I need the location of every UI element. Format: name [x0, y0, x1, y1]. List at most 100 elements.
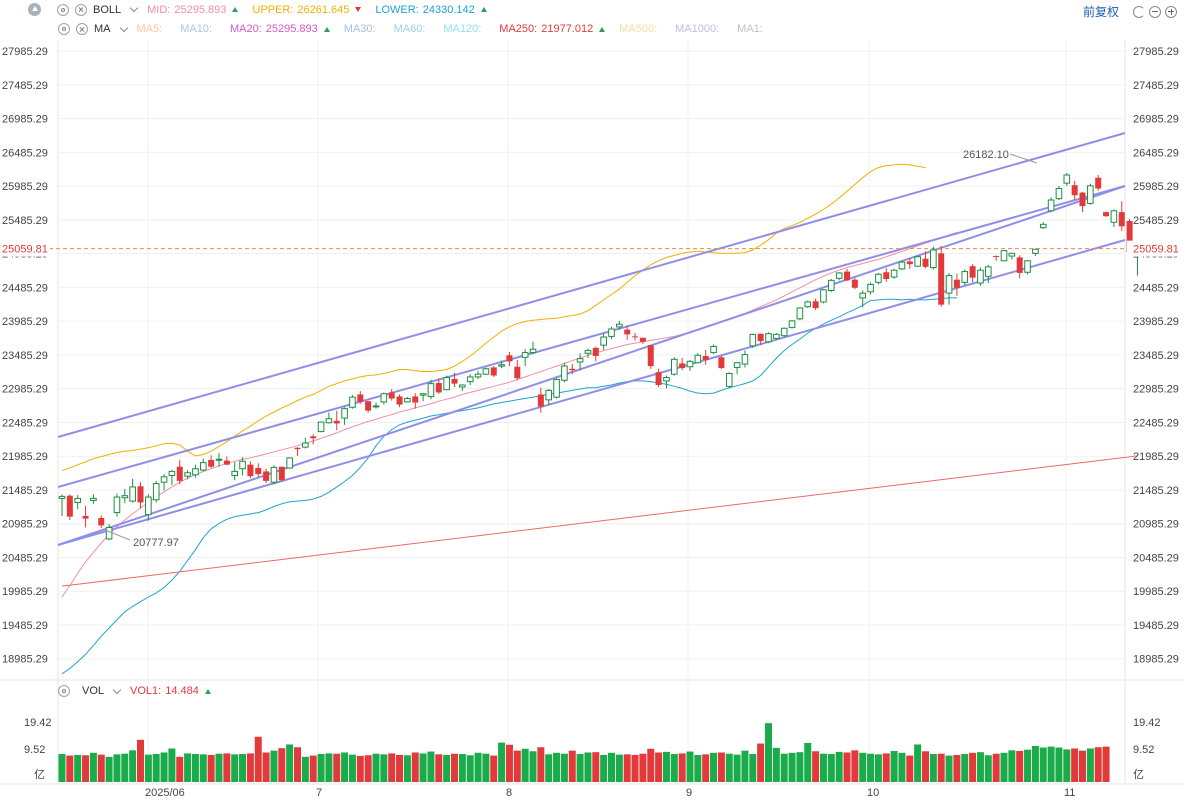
candle-body	[930, 249, 937, 269]
zoom-in-icon[interactable]	[1165, 5, 1177, 18]
volume-bar	[1039, 747, 1047, 782]
collapse-icon[interactable]	[28, 3, 41, 16]
settings-icon[interactable]	[58, 685, 70, 697]
candle-body	[710, 346, 717, 354]
candle-body	[278, 466, 285, 481]
candle-body	[820, 289, 827, 303]
volume-bar	[231, 754, 239, 782]
vol-indicator-bar: VOL VOL1: 14.484	[0, 681, 1185, 701]
close-icon[interactable]	[75, 3, 87, 16]
volume-bar	[474, 752, 482, 782]
price-tick-label: 19985.29	[2, 586, 48, 598]
volume-bar	[804, 742, 812, 782]
volume-bar	[608, 752, 615, 782]
volume-bar	[191, 754, 199, 782]
candle-body	[883, 272, 890, 279]
candle-body	[1016, 257, 1023, 273]
volume-bar	[380, 754, 388, 782]
adjust-mode-button[interactable]: 前复权	[1082, 5, 1119, 19]
candle-body	[1087, 185, 1094, 204]
zoom-out-icon[interactable]	[1149, 5, 1161, 18]
candle-body	[608, 328, 615, 337]
last-price-box	[0, 240, 50, 257]
volume-bar	[670, 754, 678, 782]
volume-bar	[568, 750, 576, 782]
ma-name[interactable]: MA	[94, 23, 111, 35]
volume-bar	[105, 756, 113, 782]
vol1-label: VOL1:	[130, 685, 162, 697]
volume-bar	[655, 752, 663, 782]
price-tick-label: 21985.29	[1133, 451, 1179, 463]
volume-bar	[553, 752, 561, 782]
chevron-down-icon[interactable]	[112, 685, 122, 694]
price-tick-label: 22485.29	[1133, 417, 1179, 429]
candle-body	[286, 457, 293, 469]
price-tick-label: 25985.29	[1133, 181, 1179, 193]
vol-name[interactable]: VOL	[82, 685, 105, 697]
price-tick-label: 20985.29	[1133, 519, 1179, 531]
candle-body	[129, 486, 136, 502]
volume-bar	[89, 752, 97, 782]
candle-body	[404, 397, 411, 403]
volume-bar	[113, 754, 121, 782]
volume-bar	[615, 754, 623, 782]
price-tick-label: 24485.29	[2, 282, 48, 294]
candle-body	[914, 256, 921, 267]
volume-bar	[451, 753, 458, 782]
price-tick-label: 26985.29	[1133, 114, 1179, 126]
volume-bar	[254, 736, 262, 782]
candle-body	[898, 261, 906, 270]
candle-body	[632, 336, 639, 338]
candle-body	[828, 279, 835, 291]
volume-bar	[686, 751, 694, 782]
candle-body	[1118, 212, 1125, 227]
price-tick-label: 22985.29	[1133, 384, 1179, 396]
candle-body	[993, 256, 1000, 258]
price-tick-label: 23485.29	[2, 350, 48, 362]
candle-body	[686, 360, 694, 368]
candle-body	[576, 358, 584, 363]
candle-body	[1008, 252, 1016, 257]
volume-bar	[976, 752, 984, 782]
price-tick-label: 26485.29	[2, 147, 48, 159]
up-arrow-icon	[480, 7, 487, 12]
volume-bar	[341, 752, 349, 782]
volume-bar	[419, 753, 427, 782]
candle-body	[749, 333, 757, 347]
settings-icon[interactable]	[57, 3, 69, 16]
boll-lower-value: 24330.142	[422, 3, 475, 16]
volume-bar	[788, 752, 796, 782]
close-icon[interactable]	[76, 23, 88, 35]
volume-bar	[631, 754, 639, 782]
candle-body	[294, 447, 301, 450]
volume-bar	[176, 756, 184, 782]
volume-bar	[160, 752, 168, 782]
candle-body	[702, 355, 709, 361]
candle-body	[247, 464, 254, 477]
price-tick-label: 19985.29	[1133, 586, 1179, 598]
volume-bar	[592, 752, 600, 782]
ma-item-label: MA20:	[229, 23, 262, 35]
boll-name[interactable]: BOLL	[93, 3, 122, 16]
settings-icon[interactable]	[58, 23, 70, 35]
candle-body	[1047, 199, 1055, 212]
volume-bar	[945, 755, 953, 782]
volume-bar	[1071, 748, 1079, 782]
volume-bar	[780, 753, 788, 782]
ma250-line	[61, 455, 1138, 587]
volume-bar	[97, 754, 105, 782]
candle-body	[215, 458, 223, 461]
volume-bar	[1031, 745, 1039, 782]
reset-icon[interactable]	[1133, 5, 1145, 18]
volume-bar	[505, 744, 513, 782]
volume-bar	[749, 754, 757, 782]
volume-bar	[678, 753, 686, 782]
candle-body	[58, 495, 66, 499]
candle-body	[725, 373, 733, 387]
volume-bar	[427, 751, 435, 782]
price-tick-label: 22985.29	[2, 384, 48, 396]
candle-body	[349, 396, 356, 408]
candle-body	[569, 368, 576, 371]
volume-bar	[294, 747, 301, 782]
